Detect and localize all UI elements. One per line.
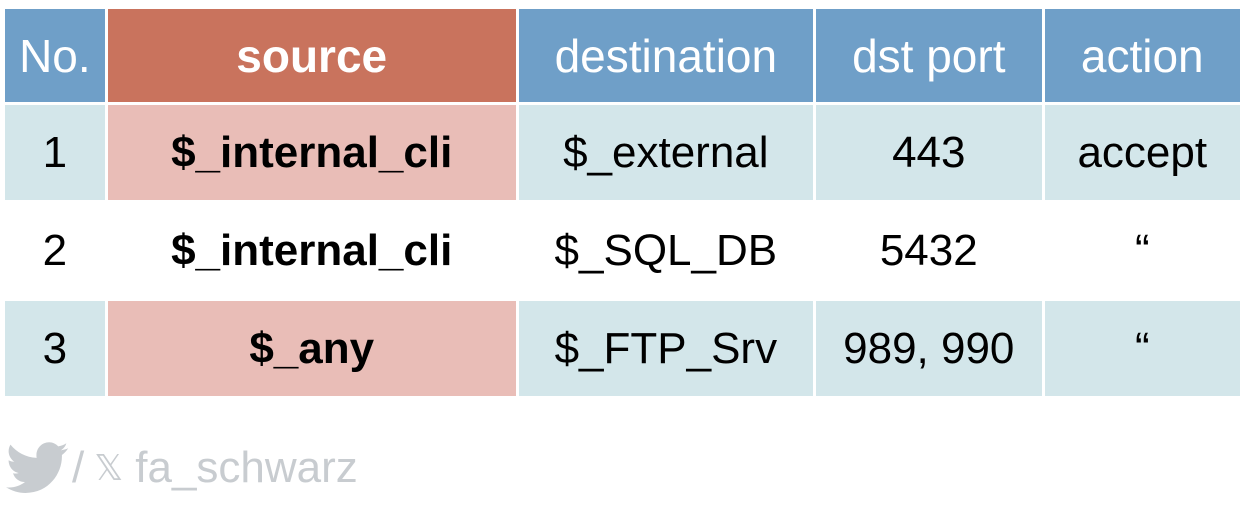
cell-no: 1 xyxy=(2,102,108,203)
table-header-row: No. source destination dst port action xyxy=(2,6,1243,105)
table-row: 3 $_any $_FTP_Srv 989, 990 “ xyxy=(2,298,1243,399)
twitter-bird-icon xyxy=(6,442,70,494)
table-row: 1 $_internal_cli $_external 443 accept xyxy=(2,102,1243,203)
cell-no: 2 xyxy=(2,200,108,301)
cell-source: $_any xyxy=(104,298,519,399)
separator-slash: / xyxy=(72,443,85,492)
cell-destination: $_external xyxy=(515,102,817,203)
author-credit: / 𝕏 fa_schwarz xyxy=(6,440,358,496)
x-logo-icon: 𝕏 xyxy=(94,447,124,488)
cell-action: accept xyxy=(1041,102,1243,203)
header-source: source xyxy=(104,6,519,105)
cell-destination: $_SQL_DB xyxy=(515,200,817,301)
cell-dst-port: 5432 xyxy=(813,200,1045,301)
table-row: 2 $_internal_cli $_SQL_DB 5432 “ xyxy=(2,200,1243,301)
cell-no: 3 xyxy=(2,298,108,399)
cell-source: $_internal_cli xyxy=(104,102,519,203)
header-action: action xyxy=(1041,6,1243,105)
cell-destination: $_FTP_Srv xyxy=(515,298,817,399)
header-dst-port: dst port xyxy=(813,6,1045,105)
header-no: No. xyxy=(2,6,108,105)
cell-source: $_internal_cli xyxy=(104,200,519,301)
cell-dst-port: 989, 990 xyxy=(813,298,1045,399)
firewall-rule-table: No. source destination dst port action 1… xyxy=(2,6,1243,399)
cell-action: “ xyxy=(1041,200,1243,301)
header-destination: destination xyxy=(515,6,817,105)
cell-action: “ xyxy=(1041,298,1243,399)
cell-dst-port: 443 xyxy=(813,102,1045,203)
author-handle: fa_schwarz xyxy=(135,443,358,492)
